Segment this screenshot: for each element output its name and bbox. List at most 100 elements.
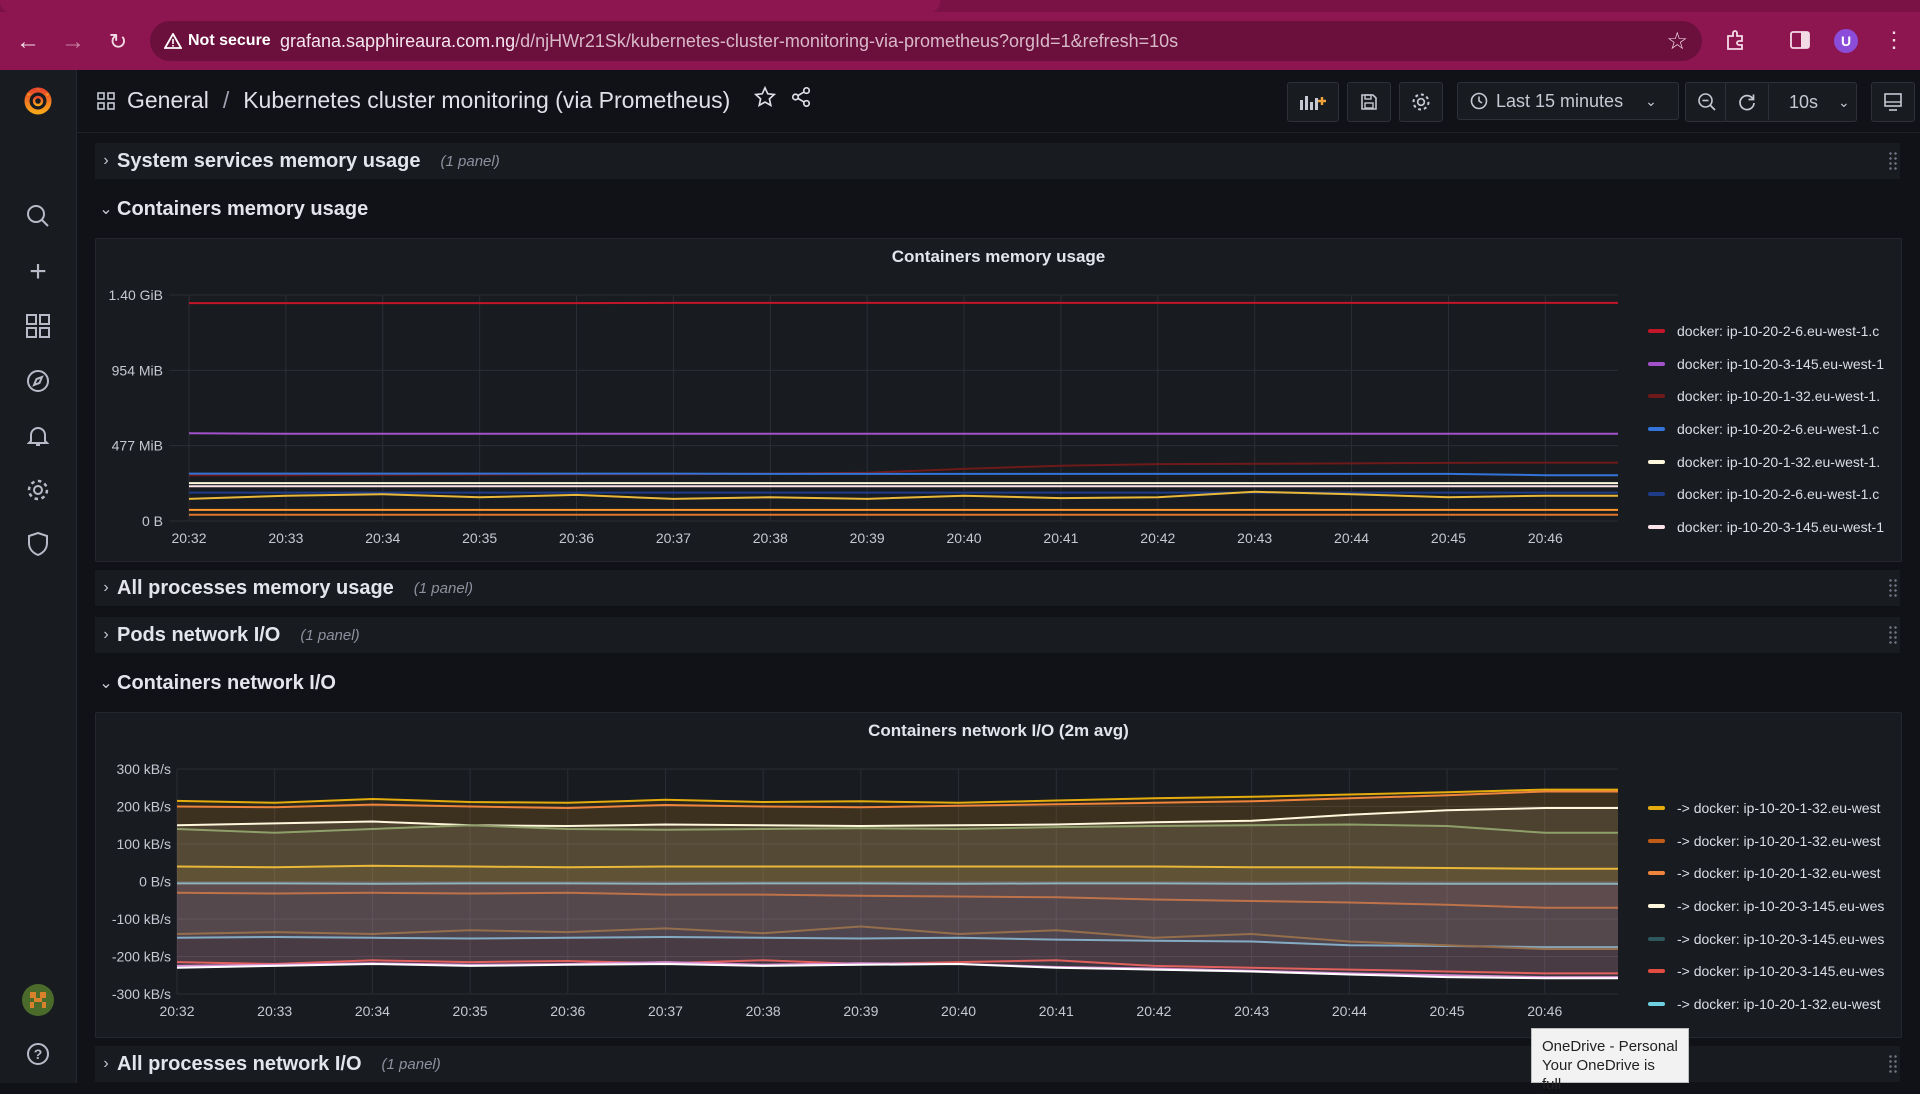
- row-title: Containers network I/O: [117, 672, 336, 695]
- drag-handle-icon[interactable]: [1888, 1054, 1898, 1074]
- chevron-right-icon: ›: [95, 626, 117, 644]
- server-admin-shield-icon[interactable]: [20, 526, 56, 562]
- user-avatar[interactable]: [20, 982, 56, 1018]
- breadcrumb-folder[interactable]: General: [127, 87, 209, 114]
- y-tick-label: -300 kB/s: [112, 986, 171, 1002]
- row-containers-memory[interactable]: ⌄ Containers memory usage: [95, 191, 1900, 227]
- time-range-label: Last 15 minutes: [1496, 91, 1623, 112]
- legend-item[interactable]: -> docker: ip-10-20-3-145.eu-wes: [1648, 922, 1893, 955]
- address-bar[interactable]: Not secure grafana.sapphireaura.com.ng/d…: [150, 21, 1702, 61]
- legend-item[interactable]: docker: ip-10-20-2-6.eu-west-1.c: [1648, 413, 1893, 446]
- legend-item[interactable]: -> docker: ip-10-20-1-32.eu-west: [1648, 857, 1893, 890]
- legend-label: docker: ip-10-20-3-145.eu-west-1: [1677, 356, 1884, 372]
- x-tick-label: 20:40: [941, 1003, 976, 1019]
- drag-handle-icon[interactable]: [1888, 151, 1898, 171]
- x-tick-label: 20:37: [656, 530, 691, 546]
- x-tick-label: 20:38: [746, 1003, 781, 1019]
- drag-handle-icon[interactable]: [1888, 625, 1898, 645]
- panel-containers-network-io[interactable]: Containers network I/O (2m avg) -300 kB/…: [95, 712, 1902, 1038]
- url-text[interactable]: grafana.sapphireaura.com.ng/d/njHWr21Sk/…: [280, 31, 1178, 52]
- row-system-services-memory[interactable]: › System services memory usage (1 panel): [95, 143, 1900, 179]
- legend-item[interactable]: -> docker: ip-10-20-1-32.eu-west: [1648, 792, 1893, 825]
- grafana-sidebar: + ?: [0, 70, 77, 1083]
- row-all-processes-memory[interactable]: › All processes memory usage (1 panel): [95, 570, 1900, 606]
- legend-item[interactable]: docker: ip-10-20-1-32.eu-west-1.: [1648, 445, 1893, 478]
- refresh-icon[interactable]: [1726, 84, 1769, 120]
- legend-swatch: [1648, 904, 1665, 908]
- legend-item[interactable]: docker: ip-10-20-2-6.eu-west-1.c: [1648, 315, 1893, 348]
- time-picker-button[interactable]: Last 15 minutes ⌄: [1457, 82, 1679, 120]
- legend-swatch: [1648, 969, 1665, 973]
- configuration-gear-icon[interactable]: [20, 472, 56, 508]
- legend-swatch: [1648, 525, 1665, 529]
- x-tick-label: 20:32: [159, 1003, 194, 1019]
- profile-avatar[interactable]: U: [1834, 29, 1858, 53]
- legend-swatch: [1648, 839, 1665, 843]
- alerting-bell-icon[interactable]: [20, 418, 56, 454]
- legend-label: -> docker: ip-10-20-3-145.eu-wes: [1677, 931, 1884, 947]
- row-pods-network-io[interactable]: › Pods network I/O (1 panel): [95, 617, 1900, 653]
- y-tick-label: 477 MiB: [112, 438, 163, 454]
- row-title: All processes network I/O: [117, 1053, 362, 1076]
- legend-label: docker: ip-10-20-1-32.eu-west-1.: [1677, 388, 1880, 404]
- x-tick-label: 20:32: [171, 530, 206, 546]
- y-tick-label: 0 B: [142, 513, 163, 529]
- add-panel-button[interactable]: [1287, 82, 1339, 122]
- dashboards-grid-icon[interactable]: [97, 92, 115, 115]
- grafana-logo-icon[interactable]: [20, 82, 56, 118]
- kebab-menu-icon[interactable]: ⋮: [1876, 22, 1912, 58]
- tv-mode-button[interactable]: [1871, 82, 1915, 122]
- legend-item[interactable]: docker: ip-10-20-3-145.eu-west-1: [1648, 511, 1893, 544]
- legend-item[interactable]: -> docker: ip-10-20-1-32.eu-west: [1648, 825, 1893, 858]
- help-icon[interactable]: ?: [20, 1036, 56, 1072]
- row-title: All processes memory usage: [117, 577, 394, 600]
- dashboards-icon[interactable]: [20, 308, 56, 344]
- bookmark-star-icon[interactable]: ☆: [1666, 27, 1688, 56]
- chevron-down-icon: ⌄: [1645, 93, 1657, 110]
- x-tick-label: 20:38: [753, 530, 788, 546]
- legend-label: docker: ip-10-20-1-32.eu-west-1.: [1677, 454, 1880, 470]
- legend-label: -> docker: ip-10-20-1-32.eu-west: [1677, 833, 1881, 849]
- url-host: grafana.sapphireaura.com.ng: [280, 31, 515, 51]
- drag-handle-icon[interactable]: [1888, 578, 1898, 598]
- reload-icon[interactable]: ↻: [100, 24, 136, 60]
- active-tab[interactable]: [0, 0, 940, 12]
- legend-swatch: [1648, 329, 1665, 333]
- legend-swatch: [1648, 394, 1665, 398]
- dashboard-title[interactable]: Kubernetes cluster monitoring (via Prome…: [243, 87, 730, 114]
- x-tick-label: 20:36: [559, 530, 594, 546]
- svg-text:?: ?: [34, 1046, 43, 1062]
- chevron-right-icon: ›: [95, 152, 117, 170]
- star-dashboard-icon[interactable]: [754, 86, 776, 114]
- search-icon[interactable]: [20, 198, 56, 234]
- zoom-out-button[interactable]: [1685, 82, 1729, 122]
- refresh-interval-label[interactable]: 10s: [1789, 92, 1818, 113]
- legend-item[interactable]: docker: ip-10-20-3-145.eu-west-1: [1648, 348, 1893, 381]
- security-chip[interactable]: Not secure: [164, 29, 271, 53]
- legend-item[interactable]: docker: ip-10-20-1-32.eu-west-1.: [1648, 380, 1893, 413]
- legend-item[interactable]: -> docker: ip-10-20-3-145.eu-wes: [1648, 955, 1893, 988]
- toast-line-2: Your OneDrive is full: [1542, 1056, 1678, 1094]
- row-panel-count: (1 panel): [382, 1056, 441, 1073]
- legend-label: docker: ip-10-20-3-145.eu-west-1: [1677, 519, 1884, 535]
- legend-item[interactable]: -> docker: ip-10-20-3-145.eu-wes: [1648, 890, 1893, 923]
- y-tick-label: 100 kB/s: [117, 836, 171, 852]
- refresh-picker[interactable]: 10s ⌄: [1725, 82, 1857, 122]
- dashboard-settings-button[interactable]: [1399, 82, 1443, 122]
- back-icon[interactable]: ←: [10, 24, 46, 60]
- save-dashboard-button[interactable]: [1347, 82, 1391, 122]
- extensions-icon[interactable]: [1718, 22, 1754, 58]
- forward-icon[interactable]: →: [55, 24, 91, 60]
- create-plus-icon[interactable]: +: [20, 254, 56, 290]
- legend-item[interactable]: docker: ip-10-20-2-6.eu-west-1.c: [1648, 478, 1893, 511]
- row-containers-network-io[interactable]: ⌄ Containers network I/O: [95, 665, 1900, 701]
- y-tick-label: 1.40 GiB: [109, 287, 163, 303]
- chevron-down-icon: ⌄: [95, 673, 117, 693]
- share-icon[interactable]: [790, 86, 812, 114]
- legend-label: docker: ip-10-20-2-6.eu-west-1.c: [1677, 486, 1879, 502]
- explore-compass-icon[interactable]: [20, 363, 56, 399]
- side-panel-icon[interactable]: [1782, 22, 1818, 58]
- onedrive-notification[interactable]: OneDrive - Personal Your OneDrive is ful…: [1531, 1028, 1689, 1083]
- legend-item[interactable]: -> docker: ip-10-20-1-32.eu-west: [1648, 988, 1893, 1021]
